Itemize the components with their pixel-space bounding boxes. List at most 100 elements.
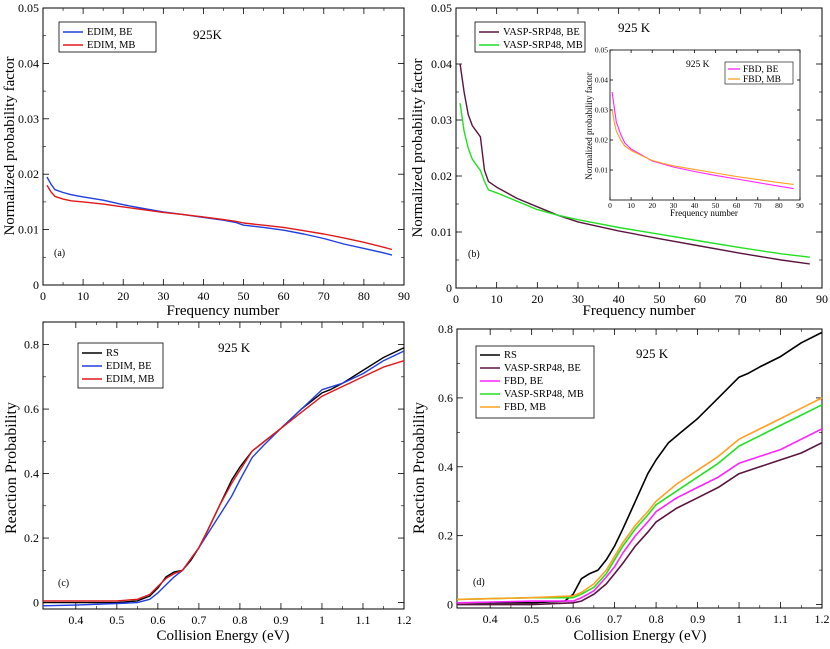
legend-box bbox=[724, 61, 794, 85]
x-tick-label: 0.9 bbox=[273, 613, 288, 627]
x-tick-label: 0.7 bbox=[607, 612, 622, 626]
legend-label-vasp-mb: VASP-SRP48, MB bbox=[504, 389, 584, 400]
x-tick-label: 0 bbox=[40, 289, 46, 303]
panel-c-ylabel: Reaction Probability bbox=[3, 402, 20, 534]
series-line-vasp-srp48-mb bbox=[456, 404, 823, 601]
series-line-vasp-srp48-be bbox=[457, 441, 823, 606]
x-tick-label: 50 bbox=[653, 292, 665, 306]
y-tick-label: 0.4 bbox=[24, 467, 39, 481]
x-tick-label: 0.6 bbox=[566, 612, 581, 626]
inset-ylabel: Normalized probability factor bbox=[584, 72, 594, 179]
y-tick-label: 0 bbox=[447, 598, 453, 612]
x-tick-label: 1 bbox=[736, 612, 742, 626]
y-tick-label: 0.6 bbox=[438, 391, 453, 405]
series-line-edim-be bbox=[46, 176, 393, 256]
x-tick-label: 30 bbox=[670, 201, 678, 210]
x-tick-label: 0.5 bbox=[524, 612, 539, 626]
x-tick-label: 20 bbox=[531, 292, 543, 306]
x-tick-label: 0.5 bbox=[109, 613, 124, 627]
panel-b-xticks: 0 10 20 30 40 50 60 70 80 90 bbox=[453, 8, 828, 306]
x-tick-label: 80 bbox=[358, 289, 370, 303]
panel-b: 0 10 20 30 40 50 60 70 80 90 00.010.020.030.040.0… bbox=[410, 1, 828, 319]
x-tick-label: 70 bbox=[754, 201, 762, 210]
series-line-fbd-mb bbox=[456, 397, 823, 601]
series-line-vasp-srp48-be bbox=[459, 63, 810, 265]
y-tick-label: 0.03 bbox=[18, 112, 39, 126]
panel-c: 0.4 0.5 0.6 0.7 0.8 0.9 1 1.1 1.2 00.20.40.60.8 … bbox=[3, 321, 412, 644]
panel-c-frame bbox=[42, 321, 405, 610]
x-tick-label: 20 bbox=[117, 289, 129, 303]
x-tick-label: 10 bbox=[77, 289, 89, 303]
series-line-edim-be bbox=[42, 350, 405, 607]
x-tick-label: 10 bbox=[491, 292, 503, 306]
panel-b-yticks: 0 0.01 0.02 0.03 0.04 0.05 bbox=[431, 1, 822, 295]
panel-d-xticks: 0.4 0.5 0.6 0.7 0.8 0.9 1 1.1 1.2 bbox=[483, 329, 830, 626]
x-tick-label: 80 bbox=[775, 292, 787, 306]
panel-a-legend: EDIM, BE EDIM, MB bbox=[58, 21, 157, 53]
legend-label-edim-mb: EDIM, MB bbox=[87, 40, 135, 51]
panel-b-legend: VASP-SRP48, BE VASP-SRP48, MB bbox=[474, 21, 586, 53]
x-tick-label: 1.1 bbox=[355, 613, 370, 627]
panel-c-lines bbox=[42, 347, 405, 607]
x-tick-label: 0.9 bbox=[690, 612, 705, 626]
y-tick-label: 0.4 bbox=[438, 460, 453, 474]
y-tick-label: 0.04 bbox=[18, 56, 39, 70]
x-tick-label: 40 bbox=[197, 289, 209, 303]
x-tick-label: 0.6 bbox=[150, 613, 165, 627]
series-line-edim-mb bbox=[43, 360, 405, 602]
panel-a-label: (a) bbox=[54, 248, 65, 259]
x-tick-label: 30 bbox=[157, 289, 169, 303]
panel-a-yticks: 0 0.01 0.02 0.03 0.04 0.05 bbox=[18, 1, 404, 292]
panel-a-temperature: 925K bbox=[193, 27, 223, 42]
x-tick-label: 60 bbox=[278, 289, 290, 303]
legend-label-fbd-mb: FBD, MB bbox=[743, 75, 781, 85]
legend-box bbox=[58, 21, 157, 53]
y-tick-label: 0.8 bbox=[24, 338, 39, 352]
legend-label-edim-mb: EDIM, MB bbox=[106, 374, 154, 385]
panel-c-label: (c) bbox=[58, 578, 69, 589]
x-tick-label: 1.2 bbox=[815, 612, 830, 626]
y-tick-label: 0 bbox=[33, 278, 39, 292]
panel-a-xlabel: Frequency number bbox=[167, 303, 280, 319]
x-tick-label: 40 bbox=[691, 201, 699, 210]
panel-b-xlabel: Frequency number bbox=[583, 303, 696, 319]
y-tick-label: 0 bbox=[33, 596, 39, 610]
series-line-fbd-be bbox=[611, 91, 794, 190]
y-tick-label: 0.01 bbox=[595, 166, 608, 175]
legend-box bbox=[474, 21, 586, 53]
panel-d-ylabel: Reaction Probability bbox=[411, 402, 428, 534]
x-tick-label: 50 bbox=[712, 201, 720, 210]
panel-b-label: (b) bbox=[468, 249, 480, 260]
x-tick-label: 70 bbox=[735, 292, 747, 306]
series-line-fbd-be bbox=[456, 428, 823, 604]
panel-a-lines bbox=[46, 176, 393, 256]
legend-box bbox=[475, 345, 595, 419]
x-tick-label: 0.7 bbox=[191, 613, 206, 627]
panel-b-inset: 0 10 20 30 40 50 60 70 80 90 0.01 0.02 0.03 0.04 0.05… bbox=[584, 46, 804, 219]
panel-c-temperature: 925 K bbox=[218, 340, 251, 355]
legend-label-rs: RS bbox=[106, 348, 119, 359]
legend-label-edim-be: EDIM, BE bbox=[87, 27, 133, 38]
inset-temperature: 925 K bbox=[686, 60, 710, 70]
y-tick-label: 0.03 bbox=[595, 106, 608, 115]
x-tick-label: 1.2 bbox=[397, 613, 412, 627]
y-tick-label: 0.04 bbox=[431, 57, 452, 71]
y-tick-label: 0.02 bbox=[431, 169, 452, 183]
y-tick-label: 0.04 bbox=[595, 76, 608, 85]
y-tick-label: 0.05 bbox=[595, 46, 608, 55]
y-tick-label: 0.2 bbox=[24, 531, 39, 545]
panel-d-temperature: 925 K bbox=[636, 346, 669, 361]
legend-label-fbd-be: FBD, BE bbox=[743, 65, 779, 75]
panel-c-xticks: 0.4 0.5 0.6 0.7 0.8 0.9 1 1.1 1.2 bbox=[68, 322, 412, 627]
legend-label-fbd-be: FBD, BE bbox=[504, 376, 543, 387]
inset-yticks: 0.01 0.02 0.03 0.04 0.05 bbox=[595, 46, 800, 175]
panel-b-lines bbox=[459, 63, 810, 265]
x-tick-label: 30 bbox=[572, 292, 584, 306]
x-tick-label: 10 bbox=[627, 201, 635, 210]
y-tick-label: 0.2 bbox=[438, 529, 453, 543]
x-tick-label: 90 bbox=[816, 292, 828, 306]
panel-d-xlabel: Collision Energy (eV) bbox=[573, 628, 706, 644]
legend-label-fbd-mb: FBD, MB bbox=[504, 402, 546, 413]
y-tick-label: 0.01 bbox=[18, 223, 39, 237]
panel-a-ylabel: Normalized probability factor bbox=[2, 56, 18, 235]
